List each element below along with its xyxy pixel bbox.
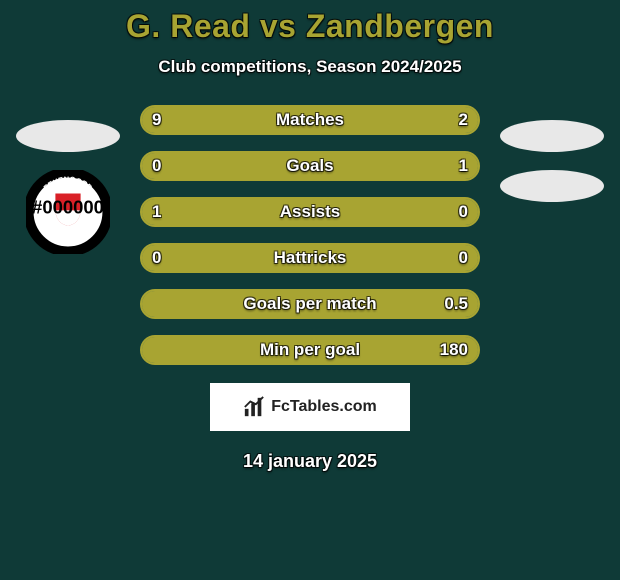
crest-letter: #000000 <box>32 197 104 218</box>
comparison-card: G. Read vs Zandbergen Club competitions,… <box>0 0 620 580</box>
stat-fill-right <box>417 107 478 133</box>
stat-value-left: 0 <box>152 248 161 268</box>
stat-name: Matches <box>276 110 344 130</box>
stat-row: 1 Assists 0 <box>140 197 480 227</box>
stat-fill-right <box>202 153 478 179</box>
stat-name: Goals <box>286 156 333 176</box>
stat-row: 9 Matches 2 <box>140 105 480 135</box>
stat-value-right: 0 <box>459 248 468 268</box>
player-photo-placeholder-right <box>500 120 604 152</box>
stat-name: Goals per match <box>243 294 376 314</box>
watermark: FcTables.com <box>210 383 410 431</box>
club-crest-placeholder-right <box>500 170 604 202</box>
right-player-column <box>492 120 612 202</box>
stat-name: Min per goal <box>260 340 360 360</box>
stat-row: Goals per match 0.5 <box>140 289 480 319</box>
stats-bars: 9 Matches 2 0 Goals 1 1 Assists 0 0 Hattricks 0 Goal… <box>140 105 480 365</box>
player-photo-placeholder-left <box>16 120 120 152</box>
chart-icon <box>243 396 265 418</box>
stat-value-right: 0.5 <box>444 294 468 314</box>
stat-value-left: 0 <box>152 156 161 176</box>
stat-value-right: 1 <box>459 156 468 176</box>
stat-value-right: 2 <box>459 110 468 130</box>
stat-name: Assists <box>280 202 340 222</box>
stat-name: Hattricks <box>274 248 347 268</box>
stat-row: Min per goal 180 <box>140 335 480 365</box>
watermark-text: FcTables.com <box>271 398 377 416</box>
stat-row: 0 Goals 1 <box>140 151 480 181</box>
date-line: 14 january 2025 <box>0 451 620 472</box>
stat-value-right: 180 <box>440 340 468 360</box>
stat-value-left: 1 <box>152 202 161 222</box>
left-player-column: #000000 FEYENOORD ROTTERDAM <box>8 120 128 254</box>
stat-fill-right <box>418 199 478 225</box>
page-title: G. Read vs Zandbergen <box>0 8 620 45</box>
stat-value-right: 0 <box>459 202 468 222</box>
stat-row: 0 Hattricks 0 <box>140 243 480 273</box>
subtitle: Club competitions, Season 2024/2025 <box>0 57 620 77</box>
club-crest-feyenoord: #000000 FEYENOORD ROTTERDAM <box>26 170 110 254</box>
stat-value-left: 9 <box>152 110 161 130</box>
